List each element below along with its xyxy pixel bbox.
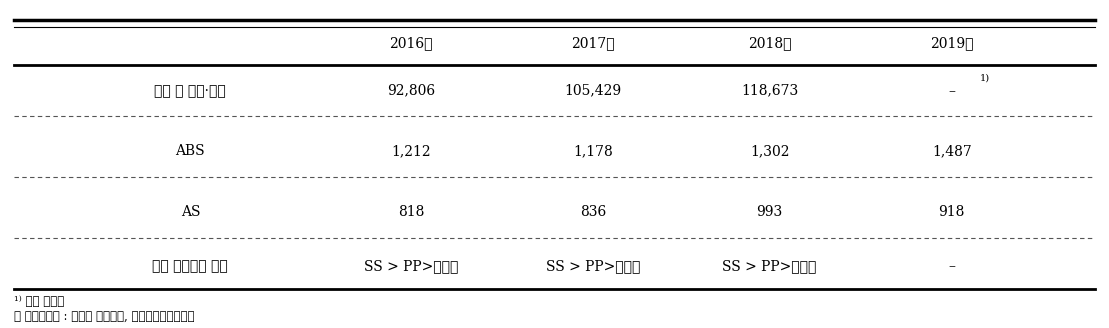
Text: 1): 1)	[979, 73, 989, 82]
Text: SS > PP>도자기: SS > PP>도자기	[364, 259, 458, 274]
Text: ABS: ABS	[175, 144, 205, 158]
Text: SS > PP>도자기: SS > PP>도자기	[722, 259, 817, 274]
Text: 836: 836	[580, 205, 607, 219]
Text: 1,212: 1,212	[391, 144, 431, 158]
Text: 818: 818	[398, 205, 425, 219]
Text: 993: 993	[756, 205, 783, 219]
Text: –: –	[948, 259, 955, 274]
Text: –: –	[948, 84, 955, 98]
Text: ¹⁾ 자료 미발표: ¹⁾ 자료 미발표	[13, 295, 64, 308]
Text: SS > PP>도자기: SS > PP>도자기	[546, 259, 640, 274]
Text: ※ 자료출오리 : 식약처 검사연보, 통합수입검사시스템: ※ 자료출오리 : 식약처 검사연보, 통합수입검사시스템	[13, 311, 194, 324]
Text: 2017년: 2017년	[571, 36, 614, 50]
Text: 118,673: 118,673	[741, 84, 798, 98]
Text: 기구 및 용기·포장: 기구 및 용기·포장	[154, 84, 226, 98]
Text: 2018년: 2018년	[747, 36, 792, 50]
Text: AS: AS	[181, 205, 200, 219]
Text: 105,429: 105,429	[564, 84, 622, 98]
Text: 1,487: 1,487	[932, 144, 971, 158]
Text: 2016년: 2016년	[389, 36, 433, 50]
Text: 1,178: 1,178	[573, 144, 613, 158]
Text: 1,302: 1,302	[750, 144, 790, 158]
Text: 92,806: 92,806	[387, 84, 435, 98]
Text: 918: 918	[938, 205, 965, 219]
Text: 최대 수입품목 순서: 최대 수입품목 순서	[153, 259, 228, 274]
Text: 2019년: 2019년	[930, 36, 974, 50]
